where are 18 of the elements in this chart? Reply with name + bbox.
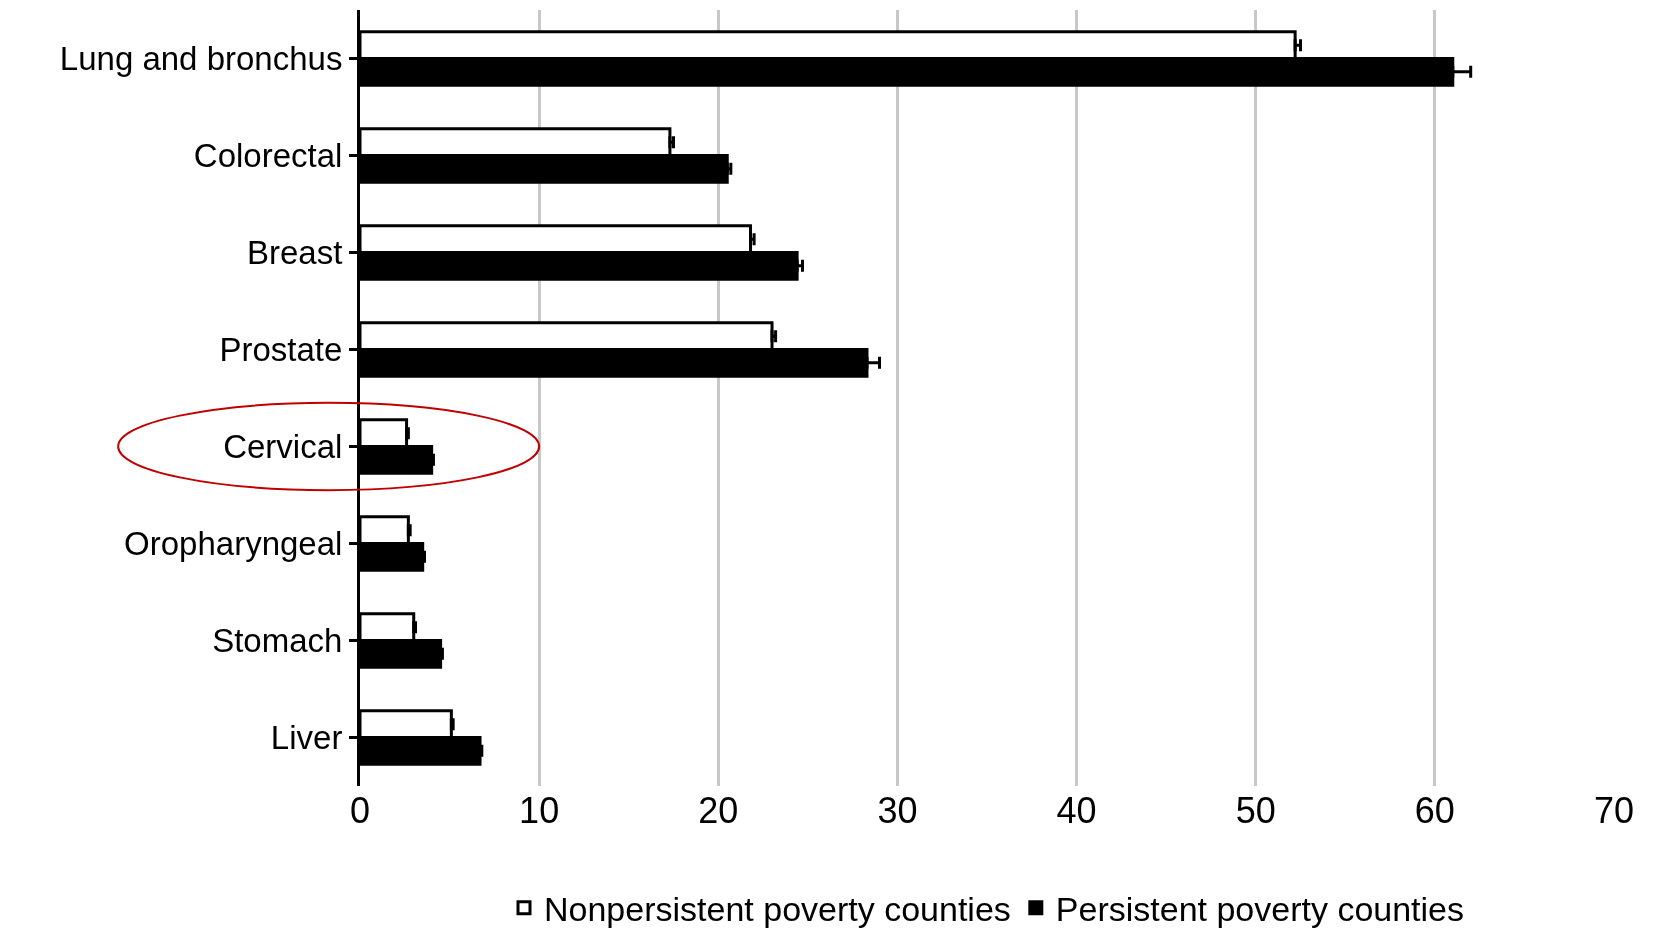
y-tick-label: Prostate xyxy=(219,331,343,369)
x-tick-label: 40 xyxy=(1056,790,1097,831)
y-tick-label: Breast xyxy=(247,234,343,272)
y-tick-label: Stomach xyxy=(212,622,343,660)
x-tick-label: 0 xyxy=(349,790,371,831)
y-tick-label: Colorectal xyxy=(193,137,343,175)
y-tick-label: Oropharyngeal xyxy=(124,525,343,563)
y-tick-label: Lung and bronchus xyxy=(59,40,343,78)
x-tick-label: 50 xyxy=(1235,790,1276,831)
x-tick-label: 30 xyxy=(877,790,918,831)
x-tick-label: 60 xyxy=(1414,790,1455,831)
x-tick-label: 20 xyxy=(698,790,739,831)
x-tick-label: 10 xyxy=(519,790,560,831)
x-tick-label: 70 xyxy=(1593,790,1635,831)
legend-label: Nonpersistent poverty counties xyxy=(544,889,1011,928)
y-tick-label: Cervical xyxy=(223,428,343,466)
y-tick-label: Liver xyxy=(270,719,343,757)
legend-label: Persistent poverty counties xyxy=(1055,889,1465,928)
